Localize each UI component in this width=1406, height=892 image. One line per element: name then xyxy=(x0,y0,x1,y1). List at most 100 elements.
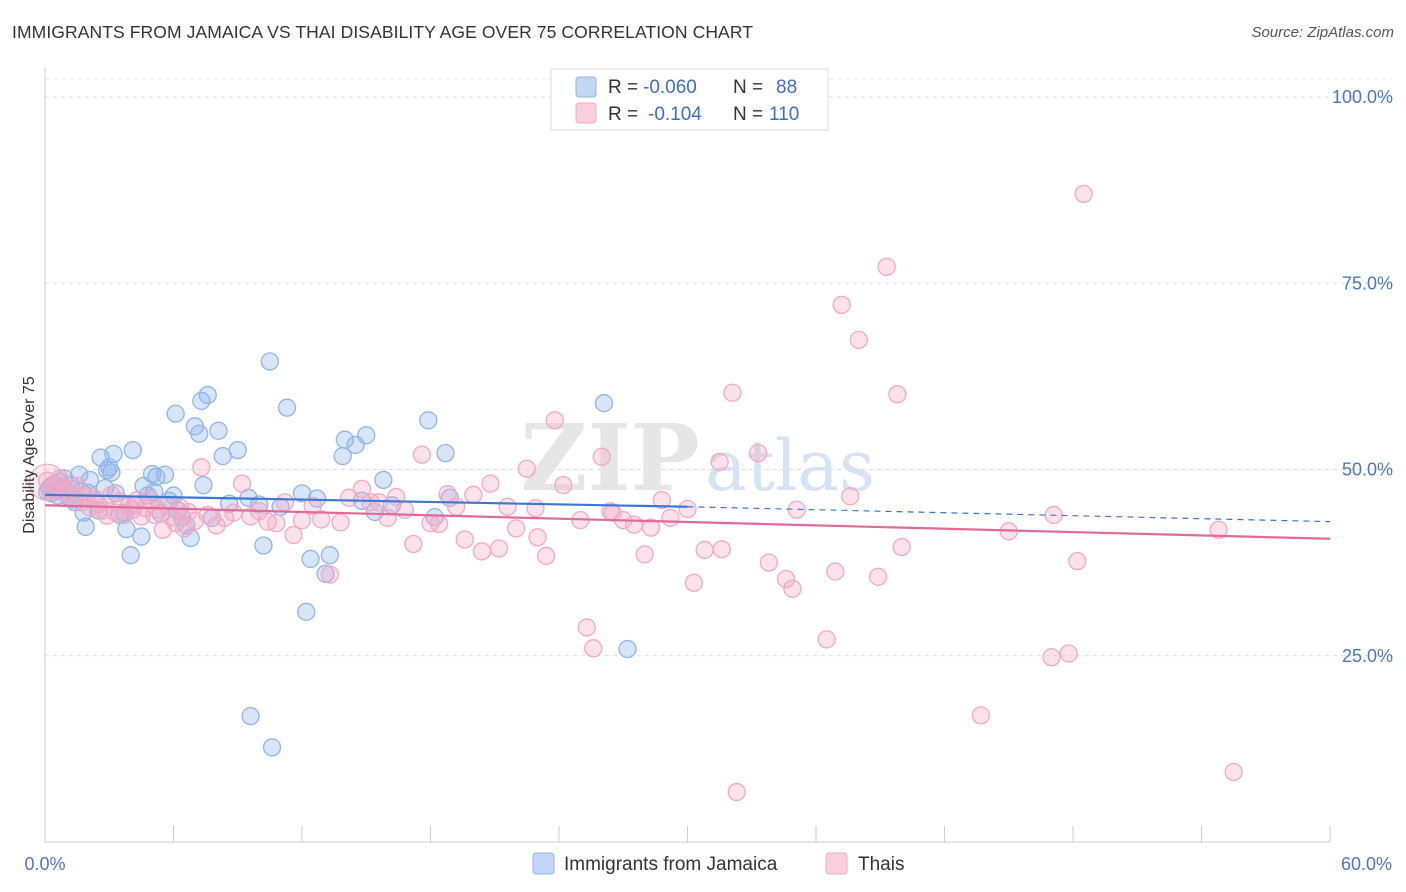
point-thais-40 xyxy=(232,474,252,493)
y-tick-label-25: 25.0% xyxy=(1342,646,1393,666)
point-jamaica-60 xyxy=(277,398,297,417)
point-jamaica-30 xyxy=(117,519,136,539)
watermark-atlas: atlas xyxy=(705,425,875,507)
point-thais-93 xyxy=(759,553,779,572)
series-thais xyxy=(37,184,1243,802)
point-jamaica-78 xyxy=(419,411,438,430)
point-thais-80 xyxy=(592,447,611,466)
series-legend-swatch-jamaica xyxy=(532,852,555,875)
point-jamaica-81 xyxy=(241,706,260,726)
point-thais-76 xyxy=(554,475,573,495)
point-thais-64 xyxy=(447,497,466,516)
legend-r-label-jamaica: R = xyxy=(608,77,638,98)
point-thais-115 xyxy=(712,540,731,559)
point-thais-55 xyxy=(369,493,389,512)
point-thais-67 xyxy=(472,542,492,561)
series-legend-label-jamaica: Immigrants from Jamaica xyxy=(564,854,778,875)
point-thais-53 xyxy=(352,479,372,499)
legend-n-value-jamaica: 88 xyxy=(776,77,797,98)
series-legend: Immigrants from Jamaica Thais xyxy=(532,852,904,875)
y-tick-label-100: 100.0% xyxy=(1332,87,1393,107)
series-legend-swatch-thais xyxy=(825,852,848,875)
point-thais-49 xyxy=(312,510,331,529)
point-thais-39 xyxy=(224,503,243,522)
point-thais-98 xyxy=(826,562,845,581)
series-jamaica xyxy=(37,352,637,757)
point-jamaica-32 xyxy=(123,440,142,460)
trend-lines xyxy=(44,493,1331,540)
point-thais-65 xyxy=(455,530,474,549)
point-thais-97 xyxy=(817,630,836,649)
point-thais-45 xyxy=(275,493,295,512)
point-thais-116 xyxy=(783,579,802,598)
point-thais-71 xyxy=(507,519,526,538)
point-thais-51 xyxy=(331,513,350,532)
point-jamaica-82 xyxy=(262,738,282,757)
legend-r-value-thais: -0.104 xyxy=(648,104,702,125)
point-jamaica-69 xyxy=(357,426,376,445)
point-thais-112 xyxy=(1209,520,1228,539)
axes xyxy=(44,68,1331,843)
tick-labels: 25.0% 50.0% 75.0% 100.0% 0.0% 60.0% xyxy=(24,87,1393,874)
y-axis-title: Disability Age Over 75 xyxy=(21,376,38,534)
point-jamaica-63 xyxy=(301,549,320,569)
point-jamaica-49 xyxy=(194,475,213,495)
point-jamaica-55 xyxy=(228,440,247,460)
point-thais-89 xyxy=(695,540,714,560)
legend-swatch-jamaica xyxy=(575,76,597,98)
point-thais-48 xyxy=(303,496,322,516)
point-thais-46 xyxy=(284,525,303,545)
point-thais-94 xyxy=(749,443,768,463)
point-thais-102 xyxy=(849,330,868,350)
x-tick-label-max: 60.0% xyxy=(1341,854,1392,874)
point-thais-101 xyxy=(877,257,896,277)
point-thais-104 xyxy=(888,385,907,404)
trend-line-thais xyxy=(44,504,1331,540)
data-points xyxy=(28,184,1243,802)
point-thais-72 xyxy=(517,459,537,478)
series-legend-label-thais: Thais xyxy=(858,854,904,875)
legend-r-value-jamaica: -0.060 xyxy=(643,77,697,98)
point-jamaica-80 xyxy=(618,639,637,659)
point-thais-70 xyxy=(498,497,517,516)
point-thais-114 xyxy=(971,706,991,725)
chart-title: IMMIGRANTS FROM JAMAICA VS THAI DISABILI… xyxy=(12,22,754,42)
point-thais-66 xyxy=(464,485,483,504)
watermark: ZIP atlas xyxy=(520,404,875,512)
point-jamaica-79 xyxy=(594,394,614,413)
point-thais-60 xyxy=(412,445,432,464)
point-thais-cluster xyxy=(28,463,66,501)
point-thais-68 xyxy=(481,474,500,493)
trend-line-jamaica-extrapolated xyxy=(687,506,1331,523)
grid-lines xyxy=(45,78,1392,657)
legend-r-label-thais: R = xyxy=(608,104,638,125)
y-tick-label-50: 50.0% xyxy=(1342,460,1393,480)
point-jamaica-71 xyxy=(374,470,393,490)
point-jamaica-48 xyxy=(190,424,209,443)
point-thais-78 xyxy=(577,618,596,637)
point-thais-59 xyxy=(404,534,423,554)
point-thais-105 xyxy=(892,537,911,557)
point-thais-44 xyxy=(267,513,286,533)
y-tick-label-75: 75.0% xyxy=(1342,273,1393,293)
point-jamaica-52 xyxy=(209,421,228,440)
point-thais-119 xyxy=(526,499,545,518)
point-thais-62 xyxy=(429,514,449,534)
point-thais-110 xyxy=(1068,551,1087,571)
legend-n-label-jamaica: N = xyxy=(733,77,763,98)
point-jamaica-34 xyxy=(132,527,151,546)
point-jamaica-87 xyxy=(97,461,117,480)
point-thais-33 xyxy=(179,502,198,522)
point-thais-88 xyxy=(684,573,704,592)
point-jamaica-65 xyxy=(320,546,339,565)
point-thais-90 xyxy=(710,452,729,472)
point-thais-91 xyxy=(723,383,742,402)
point-thais-111 xyxy=(1074,184,1093,204)
point-jamaica-85 xyxy=(192,391,211,411)
point-thais-108 xyxy=(1059,644,1078,663)
stats-legend-box xyxy=(550,68,829,131)
legend-n-label-thais: N = xyxy=(733,104,763,125)
point-thais-75 xyxy=(545,411,564,430)
point-thais-96 xyxy=(787,500,806,519)
